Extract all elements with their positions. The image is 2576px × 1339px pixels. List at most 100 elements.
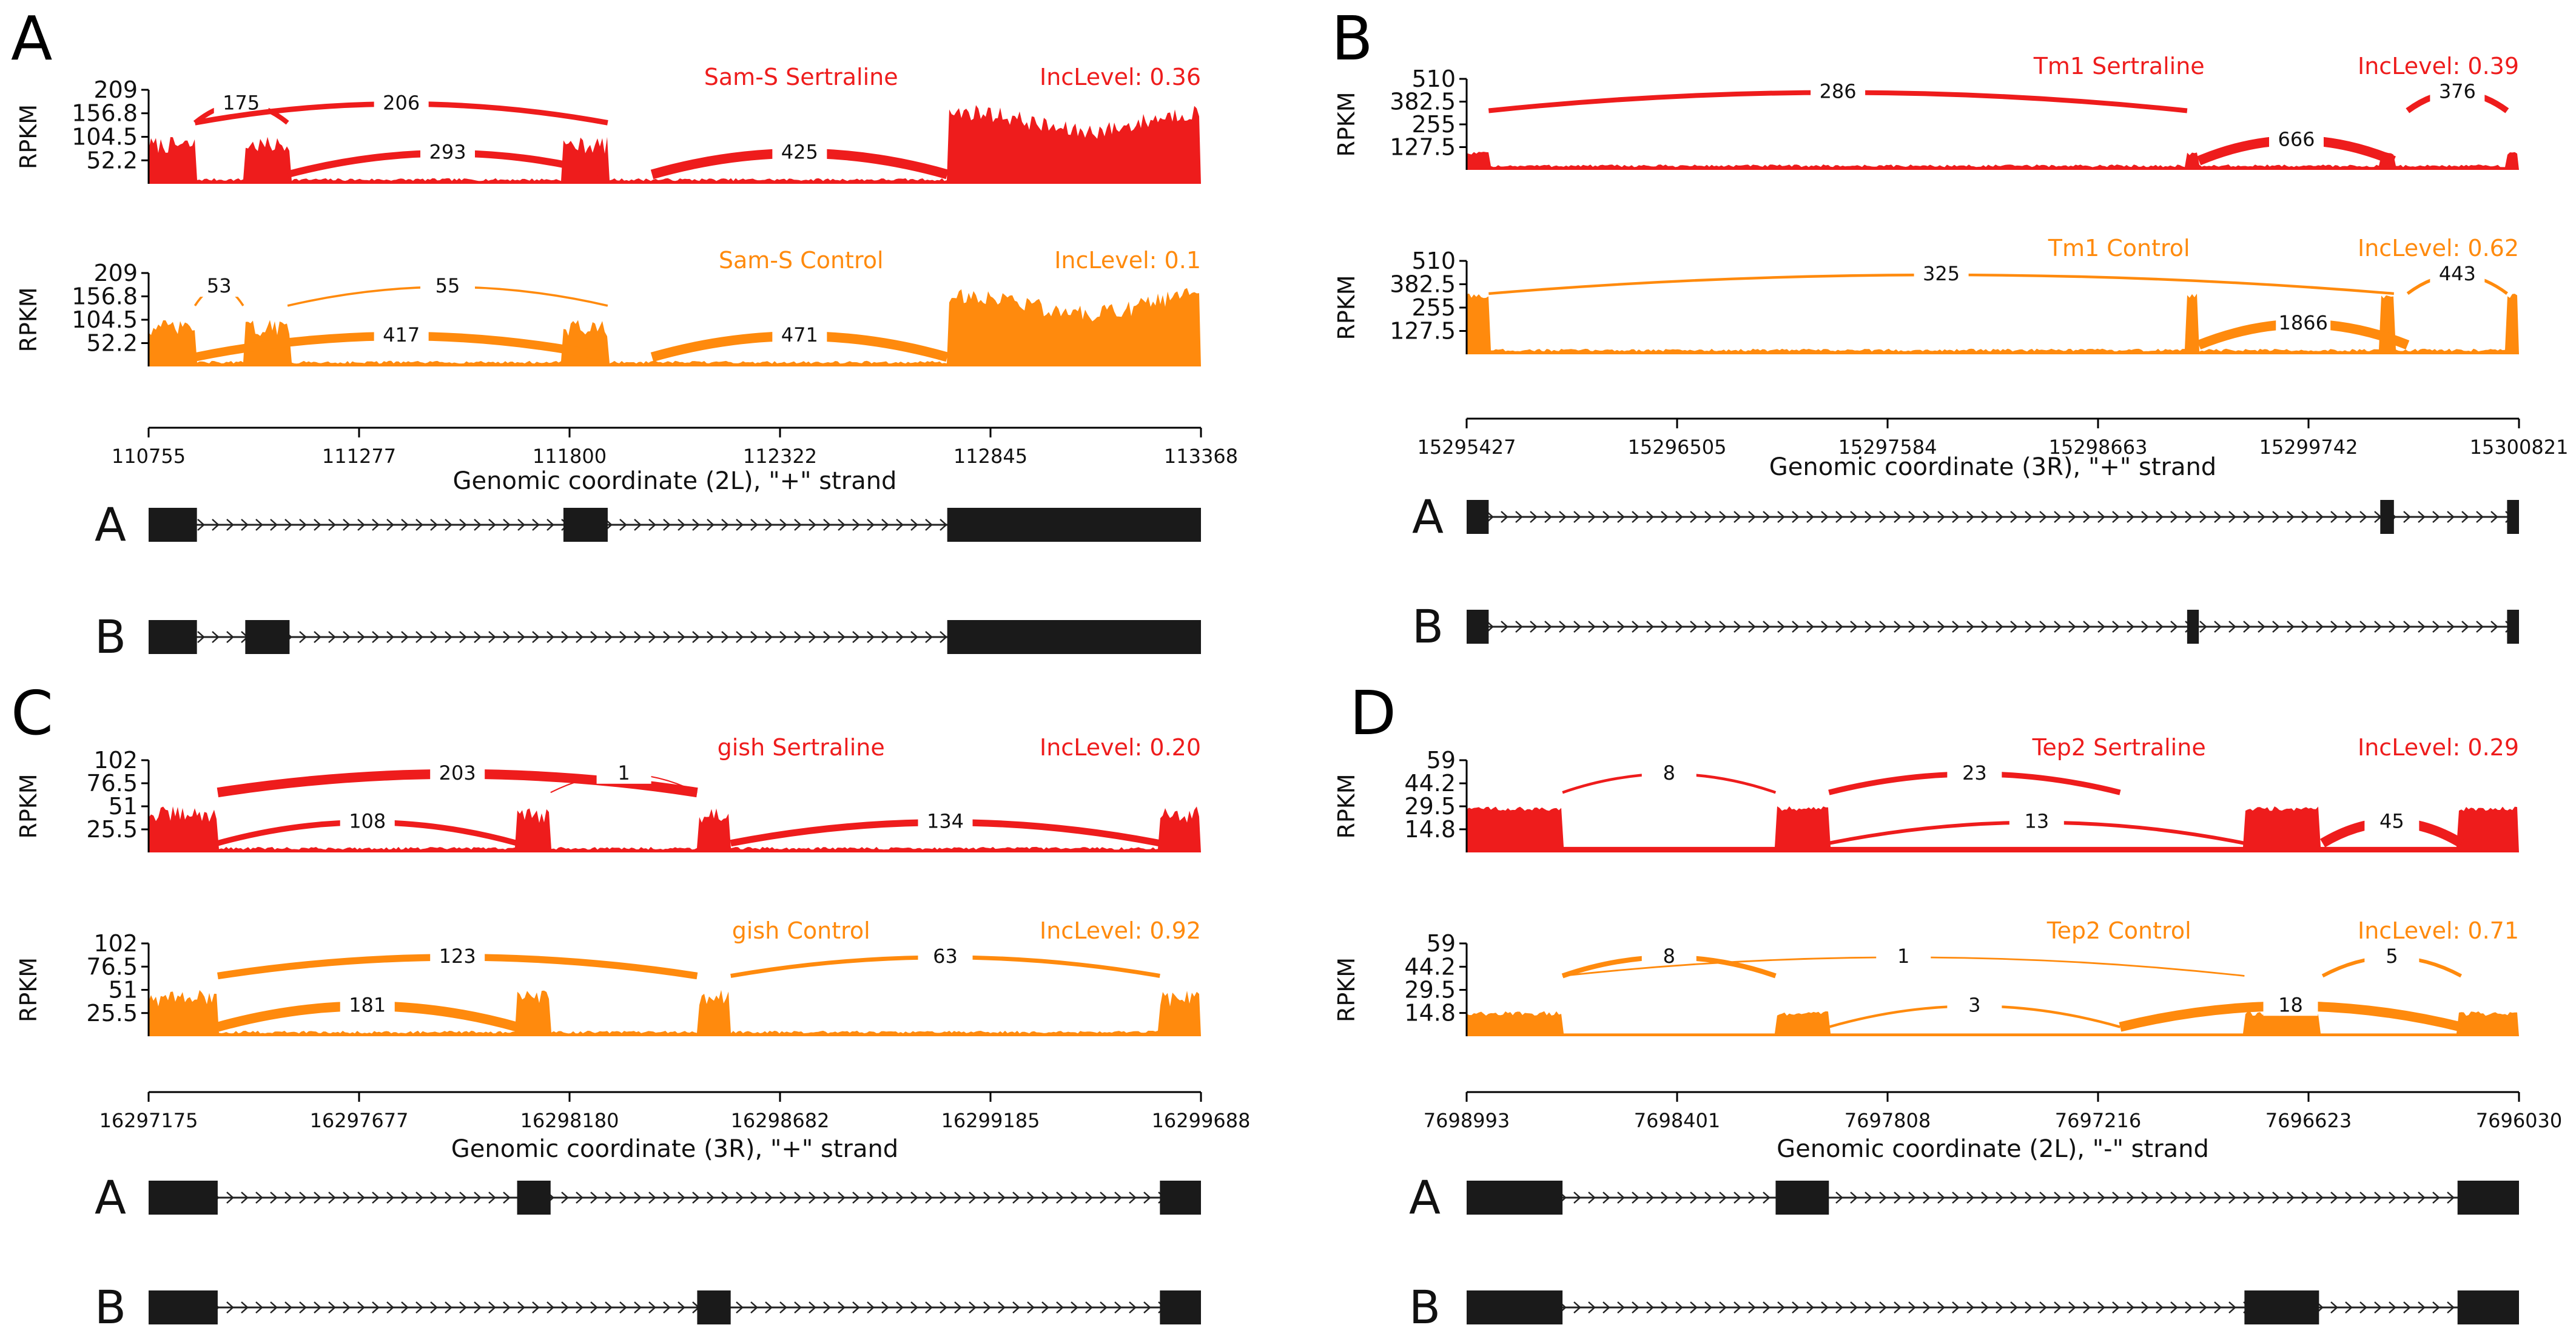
strand-chevron xyxy=(503,1192,511,1204)
strand-chevron xyxy=(1981,1301,1989,1314)
strand-chevron xyxy=(488,631,496,643)
junction-count-label: 1 xyxy=(1897,945,1909,968)
x-tick-label: 15298663 xyxy=(2049,436,2148,459)
strand-chevron xyxy=(910,631,918,643)
strand-chevron xyxy=(401,519,409,531)
strand-chevron xyxy=(2054,1301,2062,1314)
strand-chevron xyxy=(1966,511,1974,523)
strand-chevron xyxy=(2345,1301,2353,1314)
strand-chevron xyxy=(1559,511,1567,523)
y-tick-label: 255 xyxy=(1411,111,1456,138)
strand-chevron xyxy=(663,519,671,531)
strand-chevron xyxy=(2490,511,2498,523)
exon-block xyxy=(1467,500,1489,534)
strand-chevron xyxy=(2025,621,2033,633)
exon-block xyxy=(2457,1290,2519,1324)
strand-chevron xyxy=(634,1192,642,1204)
strand-chevron xyxy=(415,519,423,531)
exon-block xyxy=(2507,500,2519,534)
strand-chevron xyxy=(1704,1301,1712,1314)
strand-chevron xyxy=(1966,621,1974,633)
strand-chevron xyxy=(2039,1301,2047,1314)
isoform-label: B xyxy=(95,1280,126,1334)
strand-chevron xyxy=(2156,1192,2164,1204)
strand-chevron xyxy=(386,1301,394,1314)
strand-chevron xyxy=(1734,511,1741,523)
exon-block xyxy=(947,508,1201,542)
exon-block xyxy=(1467,1181,1563,1215)
strand-chevron xyxy=(255,1192,263,1204)
x-tick-label: 16298682 xyxy=(731,1109,830,1132)
x-axis-label: Genomic coordinate (3R), "+" strand xyxy=(1769,453,2216,481)
strand-chevron xyxy=(1806,621,1814,633)
strand-chevron xyxy=(2185,1192,2193,1204)
inc-level: IncLevel: 0.71 xyxy=(2358,917,2519,944)
strand-chevron xyxy=(1602,511,1610,523)
x-axis-label: Genomic coordinate (2L), "-" strand xyxy=(1777,1135,2209,1163)
strand-chevron xyxy=(241,519,249,531)
strand-chevron xyxy=(663,1192,671,1204)
strand-chevron xyxy=(663,1301,671,1314)
sample-name: Tep2 Control xyxy=(2046,917,2191,944)
strand-chevron xyxy=(2097,511,2105,523)
strand-chevron xyxy=(328,519,336,531)
junction-count-label: 203 xyxy=(439,761,476,784)
x-tick-label: 15299742 xyxy=(2259,436,2358,459)
strand-chevron xyxy=(2141,1192,2149,1204)
junction-count-label: 175 xyxy=(223,91,260,114)
strand-chevron xyxy=(2039,511,2047,523)
inc-level: IncLevel: 0.92 xyxy=(1040,917,1201,944)
sample-name: Sam-S Control xyxy=(719,247,884,274)
strand-chevron xyxy=(779,631,787,643)
junction-count-label: 18 xyxy=(2278,993,2303,1016)
strand-chevron xyxy=(314,1192,321,1204)
strand-chevron xyxy=(2214,621,2222,633)
strand-chevron xyxy=(940,631,947,643)
strand-chevron xyxy=(1763,511,1771,523)
exon-block xyxy=(517,1181,551,1215)
junction-count-label: 108 xyxy=(349,810,386,833)
strand-chevron xyxy=(2097,1301,2105,1314)
strand-chevron xyxy=(925,1192,933,1204)
strand-chevron xyxy=(2010,621,2018,633)
strand-chevron xyxy=(881,631,889,643)
strand-chevron xyxy=(1879,1192,1887,1204)
junction-label-bg xyxy=(374,321,429,346)
strand-chevron xyxy=(474,1192,482,1204)
strand-chevron xyxy=(794,519,802,531)
y-tick-label: 127.5 xyxy=(1390,318,1456,345)
strand-chevron xyxy=(2199,1301,2207,1314)
strand-chevron xyxy=(2330,511,2338,523)
strand-chevron xyxy=(998,1301,1006,1314)
strand-chevron xyxy=(1719,621,1727,633)
strand-chevron xyxy=(2170,511,2178,523)
strand-chevron xyxy=(1908,511,1916,523)
y-tick-label: 102 xyxy=(93,747,138,774)
strand-chevron xyxy=(2228,511,2236,523)
strand-chevron xyxy=(2141,1301,2149,1314)
junction-count-label: 123 xyxy=(439,945,476,968)
strand-chevron xyxy=(212,631,220,643)
strand-chevron xyxy=(867,519,875,531)
junction-count-label: 13 xyxy=(2024,810,2049,833)
strand-chevron xyxy=(1952,1192,1960,1204)
strand-chevron xyxy=(226,1192,234,1204)
x-tick-label: 16299688 xyxy=(1152,1109,1251,1132)
strand-chevron xyxy=(852,519,860,531)
strand-chevron xyxy=(2359,1301,2367,1314)
x-tick-label: 15300821 xyxy=(2470,436,2569,459)
strand-chevron xyxy=(561,631,569,643)
strand-chevron xyxy=(983,1301,991,1314)
strand-chevron xyxy=(2097,621,2105,633)
strand-chevron xyxy=(1661,1192,1669,1204)
x-tick-label: 112322 xyxy=(743,445,817,468)
strand-chevron xyxy=(284,1301,292,1314)
strand-chevron xyxy=(1908,1301,1916,1314)
strand-chevron xyxy=(226,1301,234,1314)
sample-name: gish Sertraline xyxy=(718,734,885,761)
panel-letter: D xyxy=(1350,678,1396,749)
strand-chevron xyxy=(1952,621,1960,633)
strand-chevron xyxy=(1850,621,1858,633)
strand-chevron xyxy=(445,1301,452,1314)
